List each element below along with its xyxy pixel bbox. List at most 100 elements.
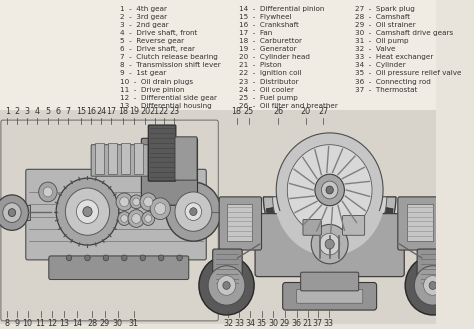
Wedge shape bbox=[273, 197, 387, 258]
Circle shape bbox=[190, 208, 197, 215]
Circle shape bbox=[166, 182, 221, 241]
Circle shape bbox=[325, 239, 334, 249]
Bar bbox=[134, 143, 143, 174]
Text: 33: 33 bbox=[235, 319, 245, 328]
Text: 36  -  Connecting rod: 36 - Connecting rod bbox=[355, 79, 430, 85]
Text: 32: 32 bbox=[223, 319, 233, 328]
Circle shape bbox=[424, 276, 442, 295]
Circle shape bbox=[120, 197, 129, 207]
FancyBboxPatch shape bbox=[417, 249, 447, 291]
Text: 10: 10 bbox=[23, 319, 33, 328]
Text: 4: 4 bbox=[34, 107, 39, 116]
FancyBboxPatch shape bbox=[301, 272, 359, 291]
Circle shape bbox=[326, 186, 333, 194]
Circle shape bbox=[175, 192, 212, 231]
Bar bbox=[108, 143, 117, 174]
Text: 35  -  Oil pressure relief valve: 35 - Oil pressure relief valve bbox=[355, 70, 461, 76]
Text: 6  -  Drive shaft, rear: 6 - Drive shaft, rear bbox=[120, 46, 195, 52]
Text: 6: 6 bbox=[55, 107, 61, 116]
Text: 15: 15 bbox=[76, 107, 86, 116]
Text: 22  -  Ignition coil: 22 - Ignition coil bbox=[239, 70, 302, 76]
Bar bbox=[227, 204, 252, 241]
Text: 34  -  Cylinder: 34 - Cylinder bbox=[355, 63, 405, 68]
FancyBboxPatch shape bbox=[213, 249, 242, 291]
Circle shape bbox=[217, 276, 236, 295]
Circle shape bbox=[158, 255, 164, 261]
Circle shape bbox=[121, 215, 128, 222]
Circle shape bbox=[311, 224, 348, 264]
Text: 18  -  Carburettor: 18 - Carburettor bbox=[239, 38, 302, 44]
Circle shape bbox=[128, 210, 145, 227]
Circle shape bbox=[83, 207, 92, 216]
Circle shape bbox=[8, 209, 16, 216]
Text: 18: 18 bbox=[118, 107, 128, 116]
Wedge shape bbox=[276, 197, 383, 256]
Circle shape bbox=[76, 200, 99, 223]
FancyBboxPatch shape bbox=[219, 197, 262, 250]
Circle shape bbox=[319, 233, 340, 255]
Text: 25  -  Fuel pump: 25 - Fuel pump bbox=[239, 95, 298, 101]
Circle shape bbox=[103, 255, 109, 261]
Circle shape bbox=[150, 198, 170, 219]
Text: 28  -  Camshaft: 28 - Camshaft bbox=[355, 14, 410, 20]
FancyBboxPatch shape bbox=[49, 256, 189, 280]
Text: 26: 26 bbox=[273, 107, 283, 116]
Text: 19  -  Generator: 19 - Generator bbox=[239, 46, 297, 52]
Text: 16: 16 bbox=[86, 107, 96, 116]
Text: 17: 17 bbox=[106, 107, 117, 116]
Text: 15  -  Flywheel: 15 - Flywheel bbox=[239, 14, 292, 20]
Text: 9: 9 bbox=[15, 319, 20, 328]
Circle shape bbox=[315, 174, 345, 206]
Text: 11  -  Drive pinion: 11 - Drive pinion bbox=[120, 87, 184, 93]
FancyBboxPatch shape bbox=[343, 215, 365, 235]
Text: 30  -  Camshaft drive gears: 30 - Camshaft drive gears bbox=[355, 30, 453, 36]
Text: 27  -  Spark plug: 27 - Spark plug bbox=[355, 6, 414, 12]
Text: 26  -  Oil filter and breather: 26 - Oil filter and breather bbox=[239, 103, 338, 109]
Text: 4  -  Drive shaft, front: 4 - Drive shaft, front bbox=[120, 30, 197, 36]
Text: 14: 14 bbox=[73, 319, 82, 328]
Text: 31  -  Oil pump: 31 - Oil pump bbox=[355, 38, 408, 44]
Circle shape bbox=[66, 255, 72, 261]
Bar bbox=[407, 204, 433, 241]
Bar bbox=[120, 143, 130, 174]
Circle shape bbox=[140, 193, 156, 211]
Circle shape bbox=[130, 195, 143, 209]
Text: 16  -  Crankshaft: 16 - Crankshaft bbox=[239, 22, 299, 28]
FancyBboxPatch shape bbox=[91, 145, 148, 176]
Circle shape bbox=[133, 198, 140, 206]
Text: 33: 33 bbox=[324, 319, 334, 328]
Circle shape bbox=[155, 203, 166, 215]
Circle shape bbox=[185, 203, 201, 220]
Circle shape bbox=[39, 182, 57, 202]
Circle shape bbox=[56, 178, 119, 245]
Text: 35: 35 bbox=[256, 319, 266, 328]
Circle shape bbox=[118, 212, 131, 225]
Text: 8  -  Transmission shift lever: 8 - Transmission shift lever bbox=[120, 63, 220, 68]
Wedge shape bbox=[264, 197, 396, 268]
Text: 12: 12 bbox=[47, 319, 57, 328]
FancyBboxPatch shape bbox=[141, 138, 198, 205]
Text: 13  -  Differential housing: 13 - Differential housing bbox=[120, 103, 211, 109]
FancyBboxPatch shape bbox=[303, 219, 321, 235]
Text: 20: 20 bbox=[140, 107, 151, 116]
Circle shape bbox=[199, 256, 254, 315]
Text: 28: 28 bbox=[87, 319, 97, 328]
Bar bbox=[0, 0, 437, 110]
FancyBboxPatch shape bbox=[148, 125, 176, 181]
Circle shape bbox=[85, 255, 90, 261]
Circle shape bbox=[208, 266, 245, 305]
FancyBboxPatch shape bbox=[283, 283, 377, 310]
Circle shape bbox=[132, 214, 141, 223]
FancyBboxPatch shape bbox=[26, 169, 206, 260]
Text: 33  -  Heat exchanger: 33 - Heat exchanger bbox=[355, 54, 433, 60]
FancyBboxPatch shape bbox=[255, 214, 404, 277]
Bar bbox=[0, 110, 437, 324]
Circle shape bbox=[145, 215, 152, 222]
FancyBboxPatch shape bbox=[297, 290, 363, 303]
Text: 7: 7 bbox=[65, 107, 71, 116]
Text: 29: 29 bbox=[279, 319, 290, 328]
Circle shape bbox=[405, 256, 460, 315]
Text: 3  -  2nd gear: 3 - 2nd gear bbox=[120, 22, 168, 28]
Circle shape bbox=[177, 255, 182, 261]
Text: 12  -  Differential side gear: 12 - Differential side gear bbox=[120, 95, 217, 101]
